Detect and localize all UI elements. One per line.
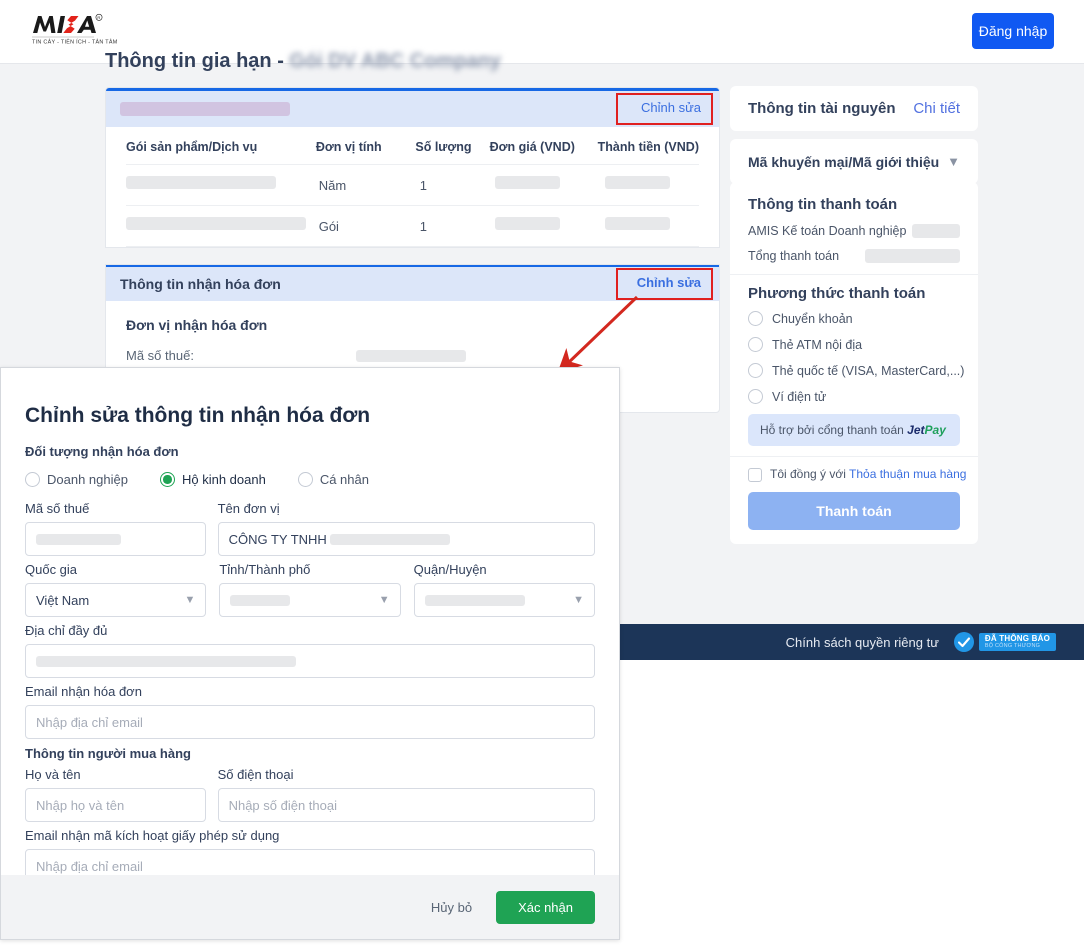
svg-text:R: R xyxy=(97,15,100,20)
svg-text:TIN CẬY - TIỆN ÍCH - TẬN TÂM: TIN CẬY - TIỆN ÍCH - TẬN TÂM xyxy=(32,38,118,45)
